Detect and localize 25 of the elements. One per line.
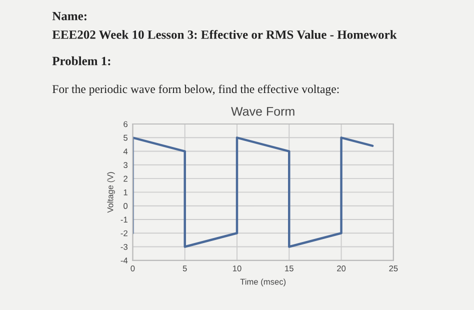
y-tick-label: -3 xyxy=(120,244,128,250)
y-tick-label: -4 xyxy=(120,258,128,264)
text: Problem 1: xyxy=(52,56,110,66)
x-tick-label: 10 xyxy=(233,265,242,272)
y-tick-label: 6 xyxy=(124,121,128,128)
text: EEE202 Week 10 Lesson 3: Effective or RMS Value - Homework xyxy=(52,30,397,39)
x-tick-label: 5 xyxy=(182,266,187,272)
y-axis-title: Voltage (V) xyxy=(107,172,115,213)
x-axis-title: Time (msec) xyxy=(240,278,286,286)
x-tick-label: 15 xyxy=(285,266,294,272)
y-tick-label: 0 xyxy=(124,203,128,209)
y-tick-label: 3 xyxy=(124,162,128,168)
x-tick-label: 25 xyxy=(389,265,398,272)
text: For the periodic wave form below, find the effective voltage: xyxy=(52,84,339,96)
y-tick-label: 5 xyxy=(124,134,128,141)
y-tick-label: 1 xyxy=(124,189,128,196)
text: Name: xyxy=(52,12,86,20)
x-tick-label: 20 xyxy=(337,265,346,272)
line-series xyxy=(132,136,374,248)
y-tick-label: 4 xyxy=(123,148,128,154)
chart-title: Wave Form xyxy=(231,107,294,116)
y-tick-label: -2 xyxy=(120,230,128,236)
y-tick-label: 2 xyxy=(124,176,128,182)
y-tick-label: -1 xyxy=(120,216,128,222)
x-tick-label: 0 xyxy=(130,265,135,272)
